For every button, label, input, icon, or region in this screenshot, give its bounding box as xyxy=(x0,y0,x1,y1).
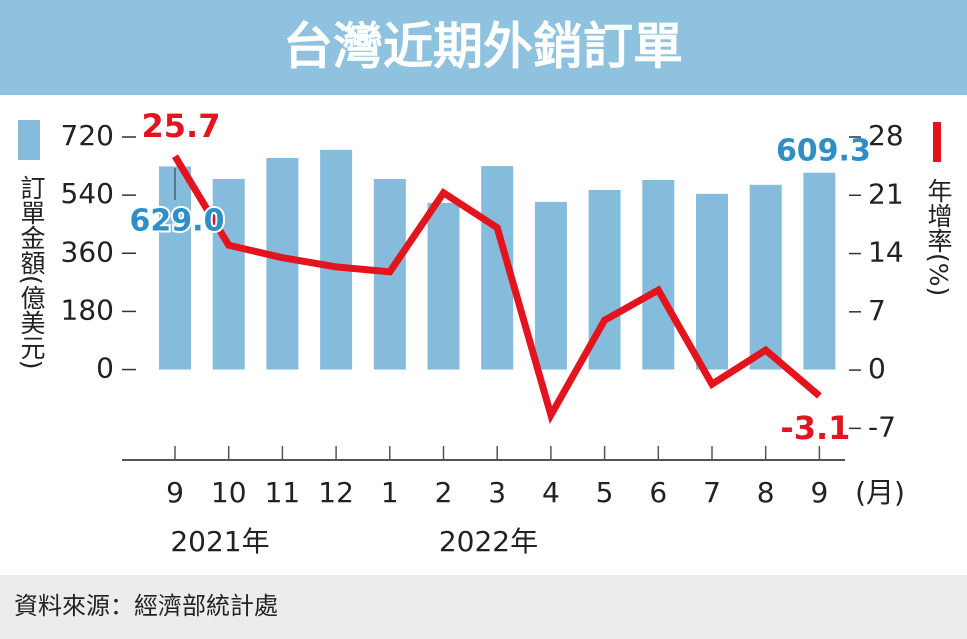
x-tick-label: 12 xyxy=(318,476,354,509)
bar xyxy=(642,179,675,370)
x-tick-label: 8 xyxy=(757,476,775,509)
bar xyxy=(159,166,191,370)
year-label: 2022年 xyxy=(439,525,538,558)
bar-value-label: 609.3 xyxy=(776,134,871,169)
x-unit: (月) xyxy=(855,476,905,509)
x-tick-label: 11 xyxy=(265,476,301,509)
x-tick-label: 7 xyxy=(703,476,721,509)
bar xyxy=(320,149,353,370)
x-tick-label: 9 xyxy=(810,476,828,509)
line xyxy=(172,154,822,425)
bar xyxy=(534,201,567,370)
y-tick-label: 0 xyxy=(96,352,114,385)
y2-tick-label: 7 xyxy=(868,294,886,327)
bar xyxy=(749,184,782,370)
x-tick-label: 4 xyxy=(542,476,560,509)
x-tick-label: 10 xyxy=(211,476,247,509)
y2-tick-label: 14 xyxy=(868,236,904,269)
x-tick-label: 2 xyxy=(435,476,453,509)
x-tick-label: 3 xyxy=(488,476,506,509)
chart-title: 台灣近期外銷訂單 xyxy=(283,18,683,76)
source: 資料來源：經濟部統計處 xyxy=(14,592,278,620)
y2-tick-label: 21 xyxy=(868,177,904,210)
year-label: 2021年 xyxy=(170,525,269,558)
y-tick-label: 360 xyxy=(61,235,114,268)
x-tick-label: 5 xyxy=(596,476,614,509)
line-value-label: 25.7 xyxy=(142,107,221,145)
bar xyxy=(427,202,460,370)
y-tick-label: 180 xyxy=(61,293,114,326)
line-value-label: -3.1 xyxy=(780,409,850,447)
legend-bar-swatch xyxy=(18,120,40,160)
x-tick-label: 6 xyxy=(649,476,667,509)
bar xyxy=(266,157,299,370)
y-tick-label: 540 xyxy=(61,177,114,210)
y2-tick-label: 28 xyxy=(868,119,904,152)
legend-line-swatch xyxy=(933,122,941,162)
footer xyxy=(0,575,967,639)
y-tick-label: 720 xyxy=(61,119,114,152)
x-tick-label: 1 xyxy=(381,476,399,509)
bar-value-label: 629.0 xyxy=(130,204,225,239)
y-axis-label: 訂單金額(億美元) xyxy=(17,175,46,370)
y2-tick-label: -7 xyxy=(868,410,896,443)
bar xyxy=(212,178,245,370)
y2-tick-label: 0 xyxy=(868,352,886,385)
bar xyxy=(803,172,836,370)
bar xyxy=(696,193,728,370)
x-tick-label: 9 xyxy=(166,476,184,509)
header xyxy=(0,0,967,95)
y2-axis-label: 年增率(%) xyxy=(924,178,953,296)
